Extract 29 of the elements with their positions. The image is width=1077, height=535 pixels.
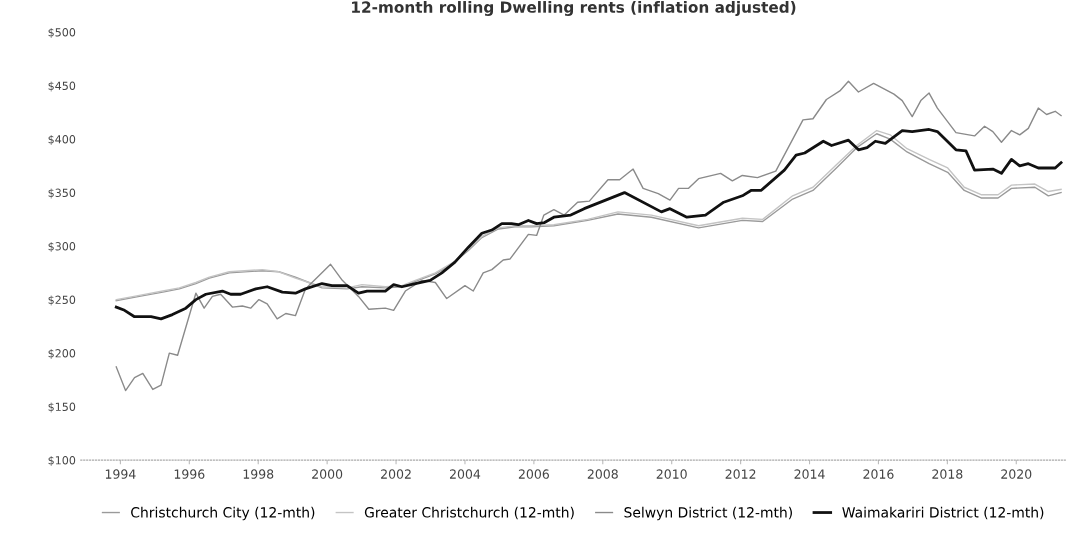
x-tick-label: 2020 [1001,469,1032,479]
chart-title: 12-month rolling Dwelling rents (inflation adjusted) [352,1,796,16]
x-tick-label: 2000 [312,469,343,479]
x-tick-label: 1996 [174,469,205,479]
y-tick-label: $450 [48,81,76,92]
x-tick-label: 2012 [725,469,756,479]
x-tick-label: 2016 [863,469,894,479]
y-tick-label: $100 [48,455,76,466]
y-tick-label: $300 [48,241,76,252]
x-tick-label: 2018 [932,469,963,479]
y-tick-label: $500 [48,27,76,38]
y-tick-label: $250 [48,295,76,306]
x-tick-label: 2014 [794,469,825,479]
x-tick-label: 1998 [243,469,274,479]
legend-label: Selwyn District (12-mth) [624,506,792,521]
legend-label: Greater Christchurch (12-mth) [364,506,574,520]
legend-label: Christchurch City (12-mth) [131,506,315,521]
x-tick-label: 2010 [656,469,687,479]
y-tick-label: $350 [48,188,76,199]
legend-label: Waimakariri District (12-mth) [842,506,1044,520]
x-tick-label: 2002 [381,469,411,479]
x-tick-label: 2008 [587,469,618,479]
y-tick-label: $400 [48,134,76,145]
line-series [115,80,1062,392]
y-tick-label: $150 [48,402,76,413]
x-tick-label: 1994 [105,469,136,479]
x-tick-label: 2006 [518,469,549,479]
x-tick-label: 2004 [449,469,481,479]
y-tick-label: $200 [48,348,76,359]
